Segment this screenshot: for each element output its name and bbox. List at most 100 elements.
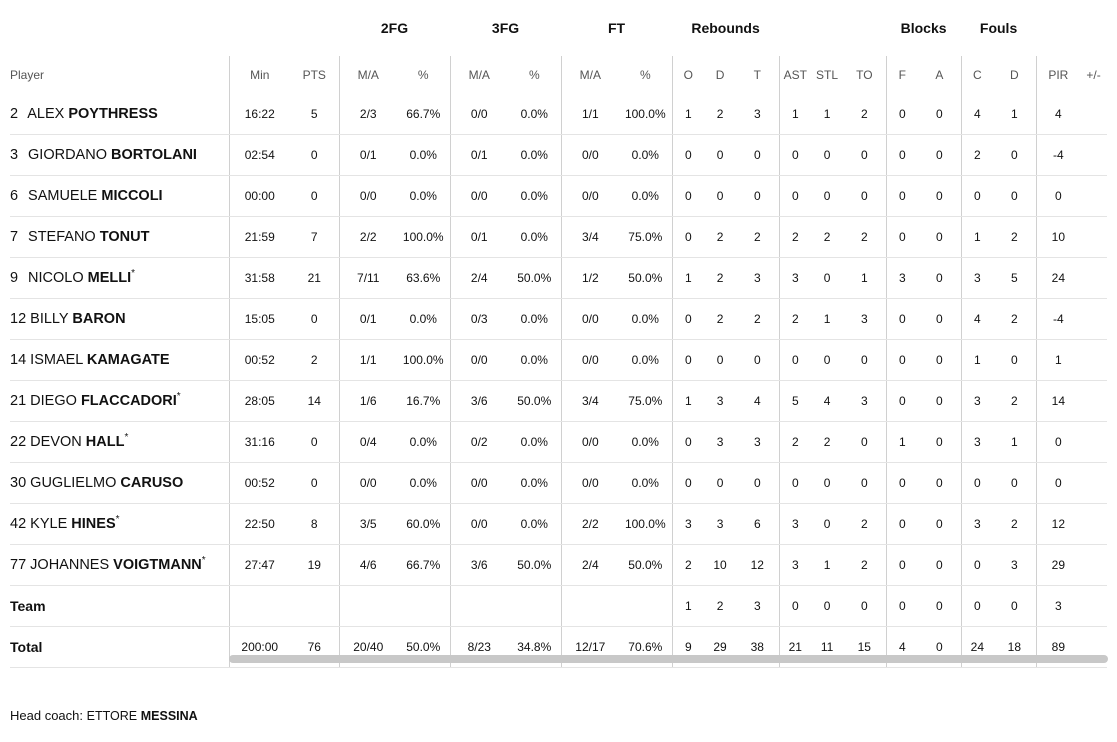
cell-stl: 2	[811, 421, 844, 463]
cell-pir: 1	[1035, 339, 1081, 381]
cell-blk-a: 0	[918, 298, 962, 340]
player-cell[interactable]: 21 DIEGO FLACCADORI*	[10, 380, 229, 422]
cell-ft-pct: 0.0%	[619, 134, 673, 176]
cell-blk-f: 0	[885, 134, 919, 176]
player-cell[interactable]: 12 BILLY BARON	[10, 298, 229, 340]
player-number: 77	[10, 557, 27, 573]
group-3fg: 3FG	[491, 20, 520, 36]
cell-stl: 1	[811, 94, 844, 135]
player-first-name: GUGLIELMO	[30, 475, 117, 491]
cell-blk-a: 0	[918, 421, 962, 463]
player-last-name: HINES	[71, 516, 116, 532]
boxscore-table: 2FG 3FG FT Rebounds Blocks Fouls Player …	[10, 0, 1108, 668]
cell-reb-t: 3	[736, 421, 780, 463]
cell-ast: 2	[778, 298, 812, 340]
column-header-row: Player Min PTS M/A % M/A % M/A % O D T A…	[10, 56, 1107, 94]
cell-reb-d: 3	[704, 421, 737, 463]
cell-foul-c: 3	[960, 421, 994, 463]
player-first-name: SAMUELE	[28, 188, 98, 204]
cell-foul-d: 2	[993, 503, 1037, 545]
player-cell[interactable]: 30 GUGLIELMO CARUSO	[10, 462, 229, 504]
cell-pir: 0	[1035, 421, 1081, 463]
cell-reb-t: 3	[736, 257, 780, 299]
cell-blk-f: 1	[885, 421, 919, 463]
cell-blk-f: 0	[885, 380, 919, 422]
cell-to: 0	[843, 339, 887, 381]
cell-plus-minus	[1080, 257, 1108, 299]
cell-reb-d: 0	[704, 462, 737, 504]
player-cell[interactable]: 6 SAMUELE MICCOLI	[10, 175, 229, 217]
cell-pir: -4	[1035, 134, 1081, 176]
player-cell[interactable]: 14 ISMAEL KAMAGATE	[10, 339, 229, 381]
cell-foul-c: 1	[960, 339, 994, 381]
col-plus-minus: +/-	[1086, 68, 1101, 82]
cell-3fg-ma: 0/3	[449, 298, 509, 340]
cell-foul-c: 0	[960, 585, 994, 627]
cell-stl: 4	[811, 380, 844, 422]
cell-2fg-ma: 7/11	[338, 257, 397, 299]
cell-blk-a: 0	[918, 216, 962, 258]
starter-marker: *	[124, 432, 129, 444]
player-cell[interactable]: 77 JOHANNES VOIGTMANN*	[10, 544, 229, 586]
cell-plus-minus	[1080, 503, 1108, 545]
cell-pts: 0	[290, 298, 339, 340]
cell-pir: -4	[1035, 298, 1081, 340]
player-number: 7	[10, 229, 19, 245]
player-cell[interactable]: 3 GIORDANO BORTOLANI	[10, 134, 229, 176]
cell-reb-o: 1	[671, 585, 705, 627]
cell-blk-a: 0	[918, 544, 962, 586]
col-2fg-pct: %	[417, 68, 429, 82]
cell-2fg-ma: 2/3	[338, 94, 397, 135]
cell-stl: 1	[811, 298, 844, 340]
cell-2fg-ma: 1/1	[338, 339, 397, 381]
cell-reb-o: 0	[671, 421, 705, 463]
cell-3fg-pct: 0.0%	[508, 421, 562, 463]
cell-reb-o: 0	[671, 175, 705, 217]
cell-pts: 7	[290, 216, 339, 258]
player-number: 42	[10, 516, 27, 532]
player-cell[interactable]: 7 STEFANO TONUT	[10, 216, 229, 258]
cell-3fg-ma: 0/0	[449, 339, 509, 381]
cell-2fg-ma: 0/1	[338, 298, 397, 340]
group-empty	[1036, 0, 1107, 56]
cell-2fg-ma: 0/4	[338, 421, 397, 463]
group-rebounds: Rebounds	[691, 20, 760, 36]
player-last-name: BARON	[72, 311, 126, 327]
cell-ft-ma: 2/2	[560, 503, 620, 545]
cell-foul-c: 0	[960, 462, 994, 504]
cell-3fg-pct: 0.0%	[508, 462, 562, 504]
cell-foul-d: 1	[993, 94, 1037, 135]
player-first-name: NICOLO	[28, 270, 84, 286]
head-coach-first-name: ETTORE	[86, 709, 138, 723]
cell-foul-d: 0	[993, 339, 1037, 381]
cell-ft-pct: 100.0%	[619, 503, 673, 545]
cell-min: 00:00	[228, 175, 290, 217]
cell-min: 00:52	[228, 339, 290, 381]
cell-pts: 2	[290, 339, 339, 381]
cell-3fg-pct: 50.0%	[508, 544, 562, 586]
cell-pts: 21	[290, 257, 339, 299]
horizontal-scrollbar[interactable]	[229, 655, 1108, 663]
cell-plus-minus	[1080, 94, 1108, 135]
player-number: 2	[10, 106, 19, 122]
col-foul-c: C	[960, 56, 994, 94]
col-pir: PIR	[1035, 56, 1081, 94]
table-row: 6 SAMUELE MICCOLI 00:00 0 0/0 0.0% 0/0 0.0% 0/0…	[10, 175, 1108, 217]
cell-ast: 5	[778, 380, 812, 422]
group-fouls: Fouls	[979, 20, 1018, 36]
player-cell[interactable]: 9 NICOLO MELLI*	[10, 257, 229, 299]
player-cell[interactable]: 2 ALEX POYTHRESS	[10, 94, 229, 135]
cell-ast: 1	[778, 94, 812, 135]
col-min: Min	[228, 56, 290, 94]
cell-3fg-ma: 2/4	[449, 257, 509, 299]
table-row: 14 ISMAEL KAMAGATE 00:52 2 1/1 100.0% 0/0 0.0%…	[10, 339, 1108, 381]
cell-foul-d: 0	[993, 462, 1037, 504]
table-row: 77 JOHANNES VOIGTMANN* 27:47 19 4/6 66.7% 3/6…	[10, 544, 1108, 586]
cell-to: 0	[843, 421, 887, 463]
cell-blk-a: 0	[918, 462, 962, 504]
player-cell[interactable]: 42 KYLE HINES*	[10, 503, 229, 545]
cell-2fg-pct: 66.7%	[397, 94, 451, 135]
cell-stl: 0	[811, 134, 844, 176]
cell-to: 2	[843, 94, 887, 135]
player-cell[interactable]: 22 DEVON HALL*	[10, 421, 229, 463]
